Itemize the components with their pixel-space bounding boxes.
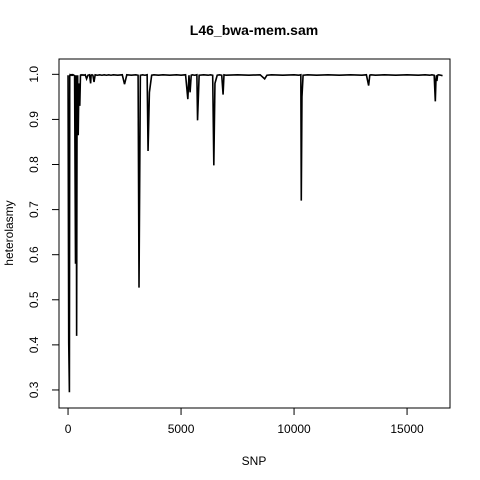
plot-frame [58, 58, 451, 409]
y-tick-label: 0.3 [27, 381, 41, 398]
y-tick-label: 0.8 [27, 156, 41, 173]
x-axis: 0 5000 10000 15000 [65, 408, 424, 436]
y-tick-label: 0.6 [27, 246, 41, 263]
x-tick-label: 15000 [390, 422, 424, 436]
y-axis-label: heterolasmy [2, 200, 16, 265]
y-tick-label: 1.0 [27, 66, 41, 83]
x-tick-label: 0 [65, 422, 72, 436]
x-tick-label: 10000 [277, 422, 311, 436]
y-tick-label: 0.5 [27, 291, 41, 308]
plot-layer [67, 73, 443, 393]
y-tick-label: 0.7 [27, 201, 41, 218]
y-tick-label: 0.9 [27, 111, 41, 128]
chart-title: L46_bwa-mem.sam [190, 22, 318, 38]
y-axis: 0.3 0.4 0.5 0.6 0.7 0.8 0.9 1.0 [27, 66, 59, 398]
series-line-0 [67, 73, 443, 393]
x-tick-label: 5000 [168, 422, 195, 436]
x-axis-label: SNP [242, 454, 267, 468]
y-tick-label: 0.4 [27, 336, 41, 353]
